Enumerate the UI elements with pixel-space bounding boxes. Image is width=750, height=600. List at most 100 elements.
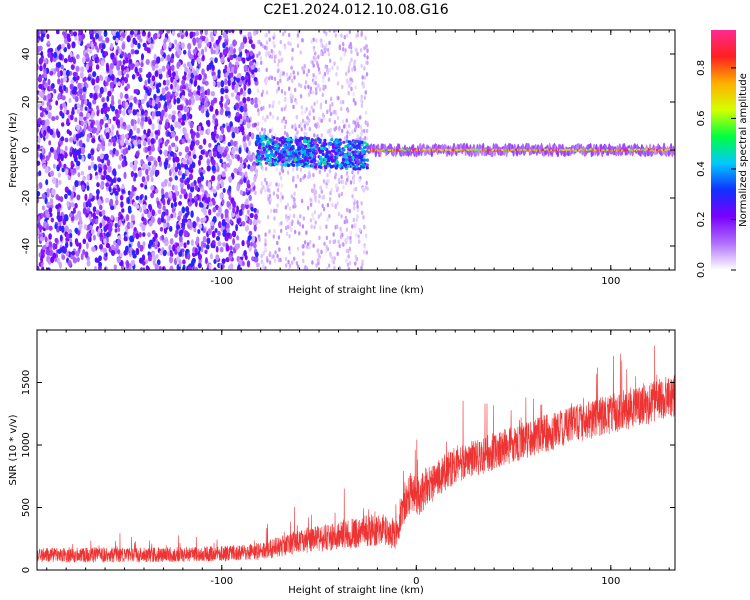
- spectrogram-x-axis-label: Height of straight line (km): [288, 285, 424, 296]
- noise-cell: [270, 54, 274, 60]
- noise-cell: [44, 197, 48, 205]
- noise-cell: [310, 39, 313, 44]
- colorbar-label: Normalized spectral amplitude: [738, 73, 749, 227]
- noise-cell: [82, 86, 87, 93]
- signal-cell: [331, 143, 335, 147]
- noise-cell: [286, 133, 289, 138]
- noise-cell: [57, 94, 61, 101]
- noise-cell: [332, 232, 335, 237]
- noise-cell: [250, 99, 255, 105]
- noise-cell: [322, 207, 326, 212]
- colorbar-gradient: [711, 30, 736, 270]
- noise-cell: [60, 64, 64, 70]
- noise-cell: [349, 235, 352, 241]
- noise-cell: [312, 55, 315, 60]
- noise-cell: [200, 149, 205, 155]
- noise-cell: [260, 164, 263, 170]
- noise-cell: [365, 72, 369, 77]
- noise-cell: [325, 266, 328, 270]
- noise-cell: [352, 174, 356, 179]
- noise-cell: [324, 64, 327, 69]
- noise-cell: [76, 149, 81, 156]
- snr-x-axis-label: Height of straight line (km): [288, 585, 424, 596]
- noise-cell: [115, 49, 119, 56]
- noise-cell: [345, 118, 348, 123]
- snr-x-ticks: -100 0 100: [46, 330, 670, 587]
- noise-cell: [320, 38, 323, 43]
- noise-cell: [336, 115, 340, 121]
- noise-cell: [100, 134, 103, 140]
- noise-cell: [98, 92, 102, 99]
- noise-cell: [241, 239, 245, 247]
- y-tick-label: 40: [21, 48, 32, 61]
- noise-cell: [235, 205, 239, 213]
- noise-cell: [117, 70, 122, 76]
- noise-cell: [133, 160, 139, 166]
- noise-cell: [163, 250, 167, 256]
- noise-cell: [239, 156, 243, 164]
- noise-cell: [182, 259, 186, 265]
- noise-cell: [254, 256, 259, 263]
- noise-cell: [161, 87, 166, 95]
- signal-cell: [314, 163, 318, 167]
- noise-cell: [217, 69, 221, 76]
- noise-cell: [100, 183, 103, 190]
- signal-cell: [317, 162, 321, 166]
- noise-cell: [341, 128, 344, 133]
- noise-cell: [222, 163, 226, 169]
- noise-cell: [74, 227, 79, 234]
- noise-cell: [354, 126, 357, 131]
- noise-cell: [322, 75, 325, 80]
- signal-cell: [306, 149, 310, 153]
- noise-cell: [215, 133, 220, 139]
- noise-cell: [123, 236, 128, 242]
- noise-cell: [61, 112, 65, 119]
- noise-cell: [320, 118, 323, 124]
- noise-cell: [364, 233, 368, 238]
- noise-cell: [250, 65, 255, 70]
- noise-cell: [325, 244, 328, 250]
- signal-cell: [284, 156, 288, 160]
- noise-cell: [265, 181, 268, 186]
- noise-cell: [296, 264, 300, 269]
- noise-cell: [121, 183, 125, 189]
- noise-cell: [356, 33, 359, 38]
- noise-cell: [329, 96, 333, 102]
- noise-cell: [304, 109, 307, 115]
- y-tick-label: 500: [21, 498, 32, 517]
- noise-cell: [150, 137, 155, 145]
- noise-cell: [170, 202, 174, 209]
- noise-cell: [348, 246, 352, 252]
- noise-cell: [170, 213, 174, 219]
- noise-cell: [50, 55, 53, 63]
- noise-cell: [206, 88, 211, 96]
- noise-cell: [117, 81, 121, 87]
- noise-cell: [235, 102, 240, 109]
- noise-cell: [348, 61, 352, 66]
- x-tick-label: -100: [210, 276, 233, 287]
- noise-cell: [141, 30, 147, 37]
- noise-cell: [288, 221, 292, 226]
- noise-cell: [37, 197, 40, 204]
- noise-cell: [138, 67, 143, 73]
- noise-cell: [64, 145, 68, 152]
- noise-cell: [135, 195, 140, 201]
- noise-cell: [309, 90, 312, 95]
- noise-cell: [171, 142, 176, 148]
- noise-cell: [260, 106, 263, 112]
- noise-cell: [164, 121, 169, 129]
- noise-cell: [48, 104, 52, 111]
- noise-cell: [92, 71, 97, 78]
- signal-cell: [348, 155, 352, 159]
- noise-cell: [137, 42, 141, 49]
- noise-cell: [95, 130, 100, 136]
- noise-cell: [105, 182, 109, 187]
- noise-cell: [312, 216, 315, 221]
- signal-cell: [280, 140, 284, 144]
- noise-cell: [209, 253, 213, 260]
- noise-cell: [306, 115, 309, 120]
- noise-cell: [204, 46, 208, 52]
- noise-cell: [147, 31, 151, 38]
- noise-cell: [102, 219, 106, 227]
- noise-cell: [192, 221, 197, 229]
